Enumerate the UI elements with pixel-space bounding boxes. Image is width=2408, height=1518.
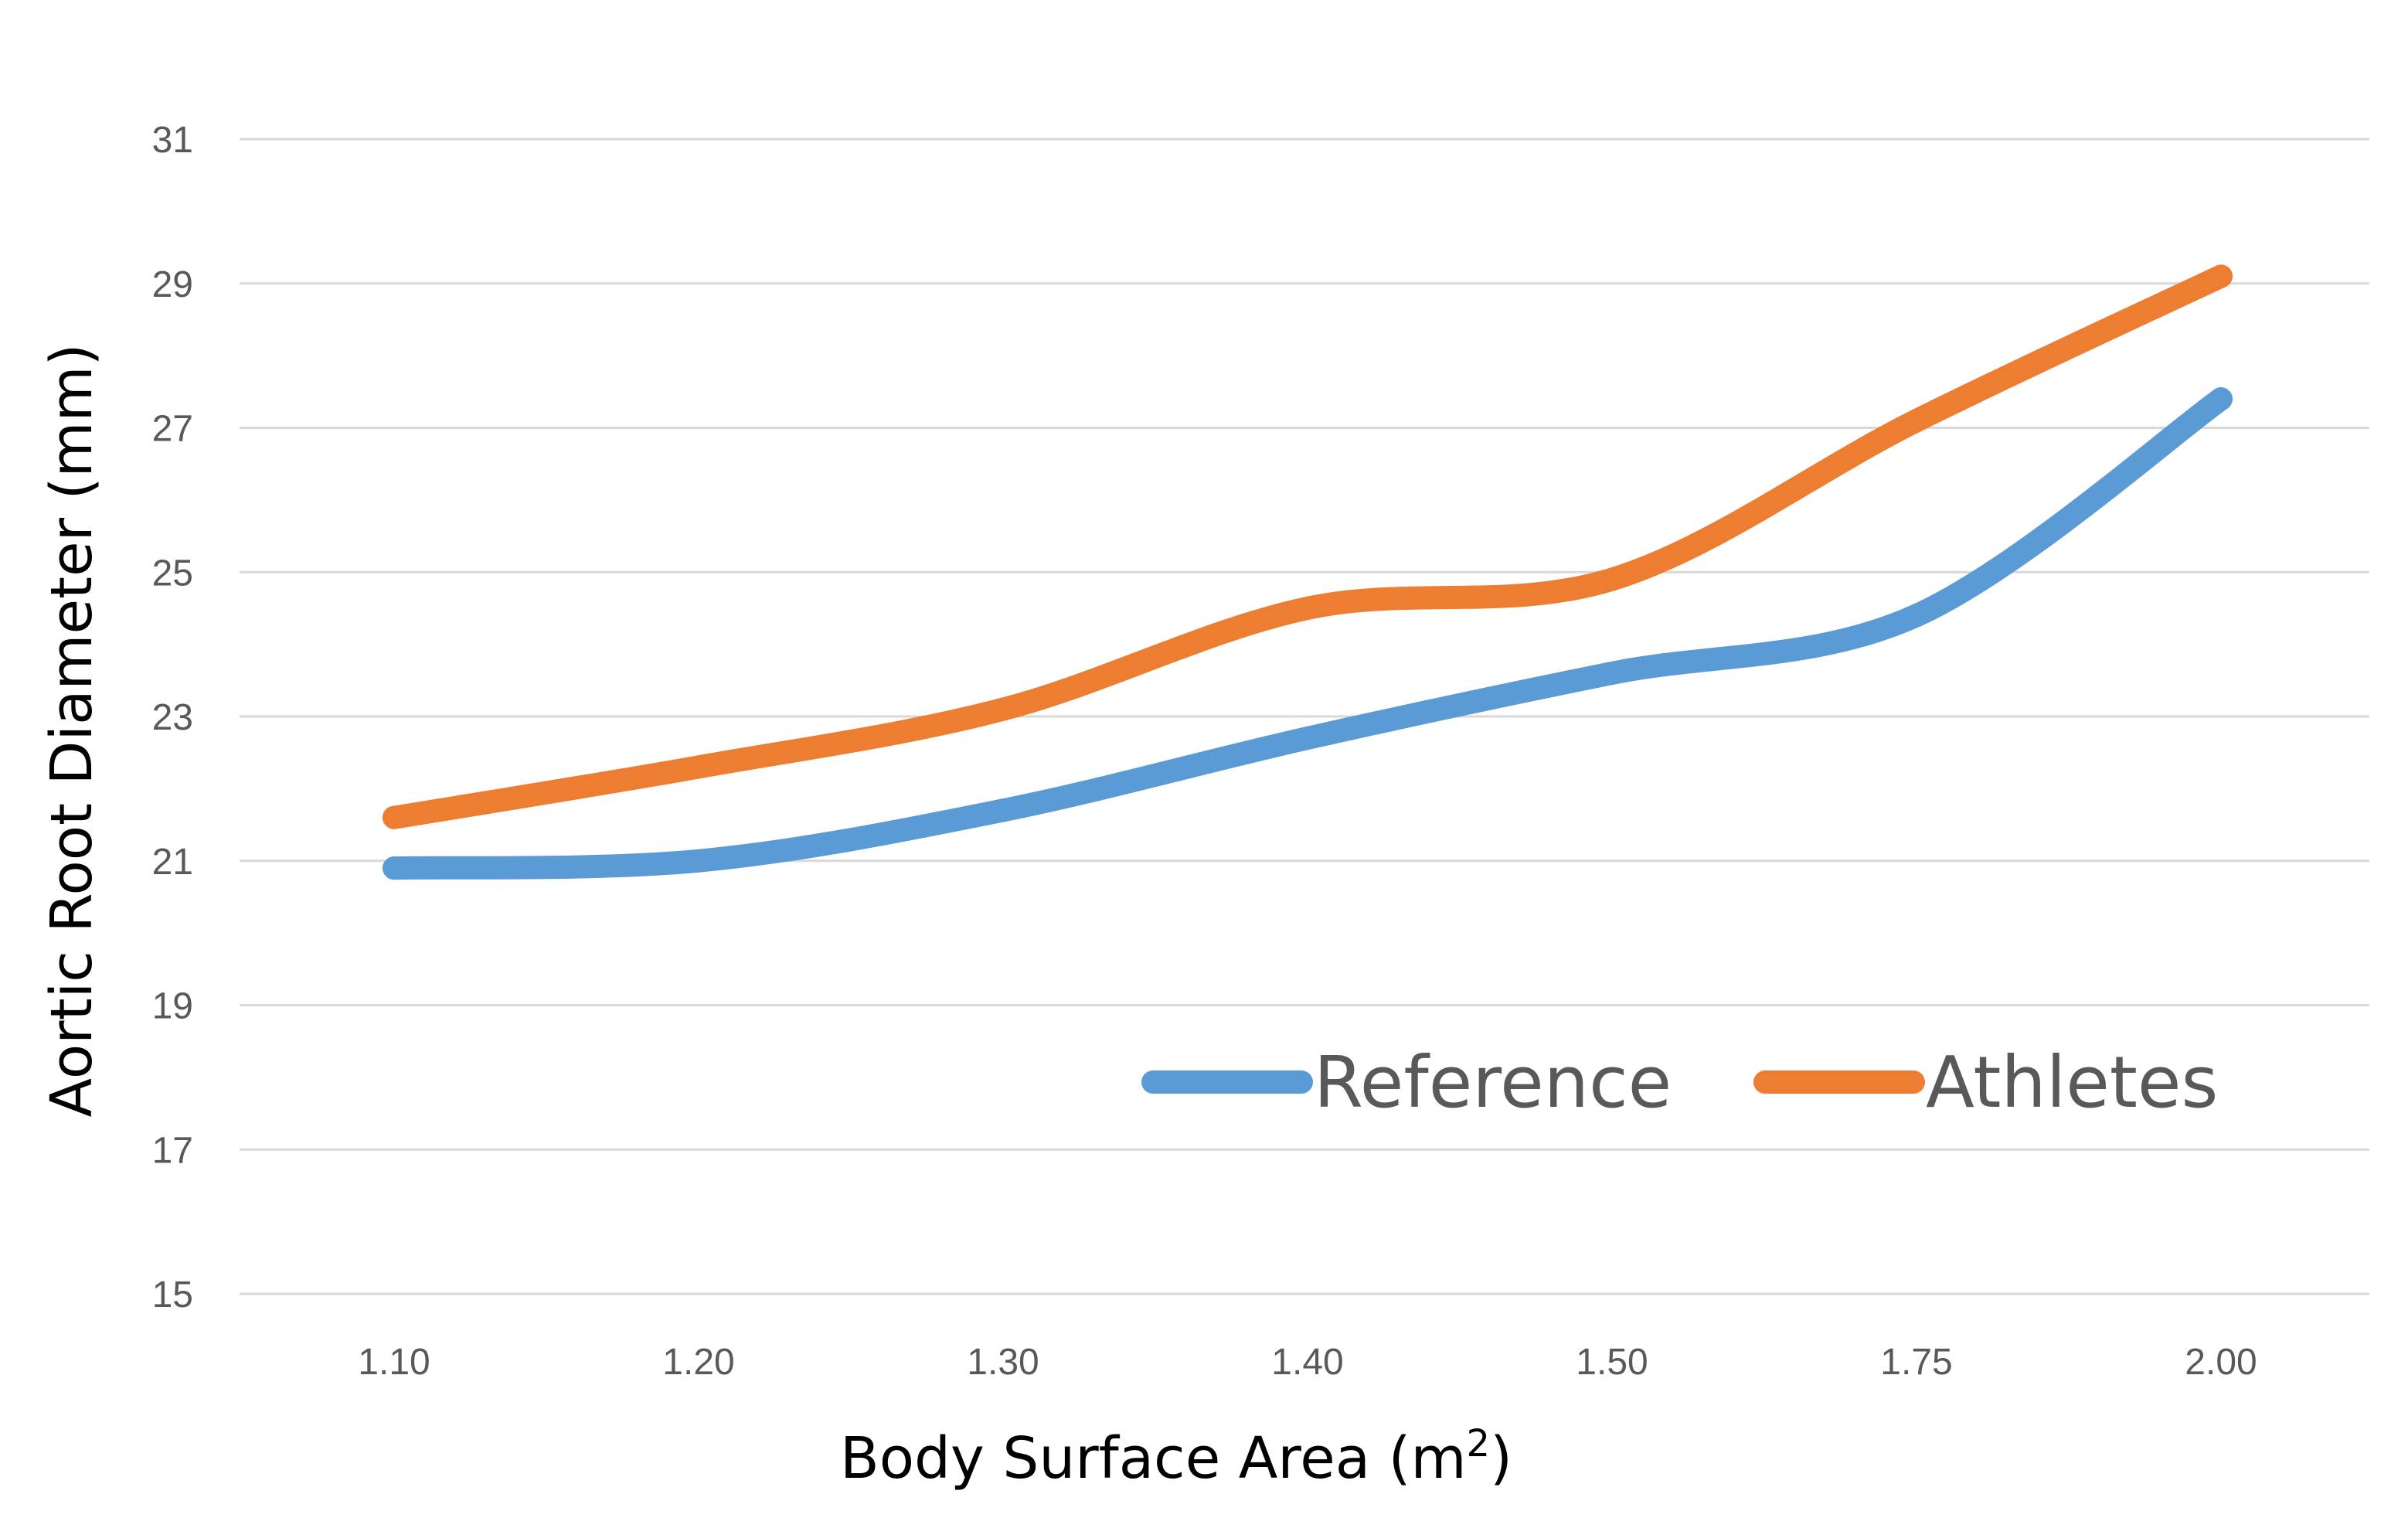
- legend: Reference Athletes: [1141, 1041, 2218, 1124]
- data-point-athletes-1.10: [383, 805, 406, 829]
- data-point-reference-2.00: [2209, 387, 2233, 411]
- x-tick-label-2.00: 2.00: [2185, 1342, 2257, 1383]
- y-tick-label-21: 21: [152, 842, 193, 883]
- data-point-athletes-2.00: [2209, 264, 2233, 288]
- y-tick-label-15: 15: [152, 1275, 193, 1315]
- y-tick-label-23: 23: [152, 697, 193, 738]
- y-tick-label-31: 31: [152, 120, 193, 161]
- x-tick-label-1.30: 1.30: [967, 1342, 1039, 1383]
- x-tick-label-1.50: 1.50: [1576, 1342, 1648, 1383]
- x-axis-title: Body Surface Area (m2): [840, 1422, 1512, 1492]
- y-tick-label-19: 19: [152, 986, 193, 1027]
- x-axis-title-main: Body Surface Area (m: [840, 1425, 1467, 1492]
- x-tick-label-1.75: 1.75: [1880, 1342, 1952, 1383]
- data-point-athletes-1.30: [991, 697, 1015, 721]
- series-lines: [383, 264, 2233, 880]
- y-axis-title: Aortic Root Diameter (mm): [39, 344, 105, 1118]
- data-point-athletes-1.75: [1905, 409, 1928, 433]
- data-point-reference-1.50: [1600, 661, 1624, 685]
- legend-label-reference: Reference: [1314, 1041, 1672, 1124]
- data-point-reference-1.75: [1905, 604, 1928, 628]
- data-point-reference-1.10: [383, 856, 406, 880]
- y-tick-label-17: 17: [152, 1130, 193, 1171]
- data-point-athletes-1.20: [687, 755, 710, 779]
- series-line-reference: [383, 387, 2233, 880]
- data-point-reference-1.20: [687, 849, 710, 873]
- data-point-athletes-1.50: [1600, 567, 1624, 591]
- legend-label-athletes: Athletes: [1926, 1041, 2218, 1124]
- y-tick-label-25: 25: [152, 553, 193, 594]
- x-tick-label-1.10: 1.10: [358, 1342, 430, 1383]
- x-tick-label-1.20: 1.20: [662, 1342, 734, 1383]
- data-point-reference-1.30: [991, 798, 1015, 822]
- y-tick-label-27: 27: [152, 409, 193, 450]
- y-axis-ticks: 15 17 19 21 23 25 27 29 31: [152, 120, 193, 1315]
- y-tick-label-29: 29: [152, 264, 193, 305]
- data-point-athletes-1.40: [1296, 596, 1319, 620]
- x-axis-title-superscript: 2: [1467, 1422, 1491, 1465]
- data-point-reference-1.40: [1296, 727, 1319, 750]
- x-axis-title-suffix: ): [1490, 1425, 1512, 1492]
- x-axis-ticks: 1.10 1.20 1.30 1.40 1.50 1.75 2.00: [358, 1342, 2257, 1383]
- x-tick-label-1.40: 1.40: [1271, 1342, 1343, 1383]
